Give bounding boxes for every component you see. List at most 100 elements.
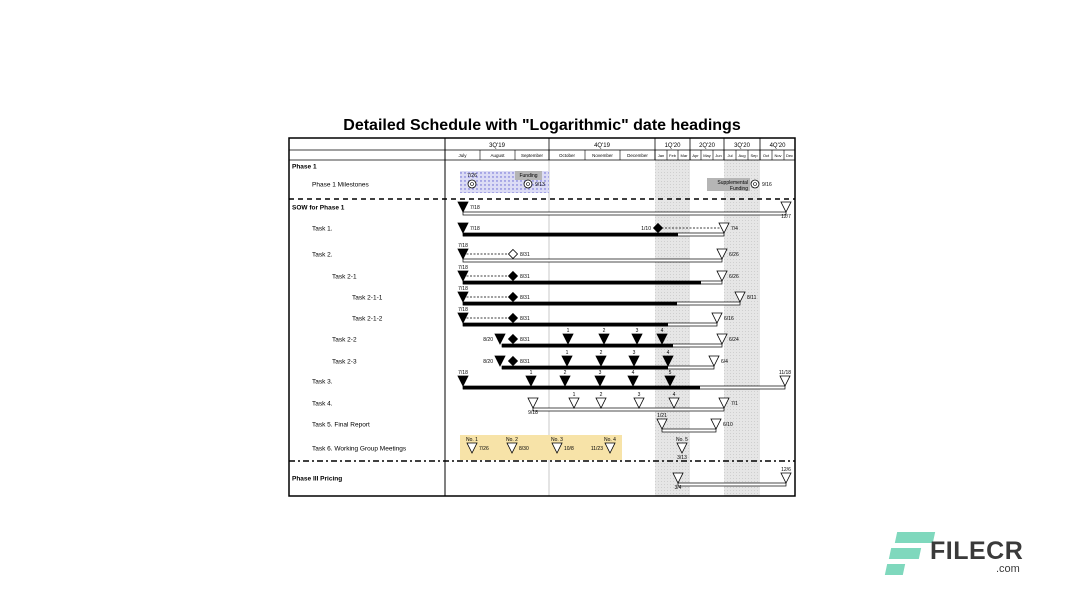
milestone-date-label: 1 <box>567 328 570 334</box>
filled-triangle-milestone-icon <box>457 248 469 260</box>
meeting-window <box>460 435 622 460</box>
meeting-number-label: No. 1 <box>466 437 478 443</box>
gear-milestone-icon <box>523 179 533 189</box>
month-header: Nov <box>774 153 781 158</box>
open-triangle-milestone-icon <box>668 397 680 409</box>
milestone-date-label: 7/4 <box>731 226 738 232</box>
task-bar <box>462 258 723 263</box>
milestone-date-label: 5 <box>669 370 672 376</box>
open-triangle-milestone-icon <box>780 201 792 213</box>
gear-milestone-icon <box>750 179 760 189</box>
milestone-date-label: 11/18 <box>779 370 791 376</box>
filled-triangle-milestone-icon <box>662 355 674 367</box>
filled-triangle-milestone-icon <box>656 333 668 345</box>
milestone-date-label: 3 <box>599 370 602 376</box>
open-triangle-milestone-icon <box>718 397 730 409</box>
diamond-milestone-icon <box>507 312 519 324</box>
milestone-date-label: 7/18 <box>458 286 468 292</box>
diamond-milestone-icon <box>507 355 519 367</box>
open-triangle-milestone-icon <box>716 248 728 260</box>
row-label: Phase III Pricing <box>292 476 342 483</box>
milestone-date-label: 7/18 <box>470 226 480 232</box>
row-label: Task 3. <box>312 379 333 386</box>
milestone-date-label: 1/10 <box>641 226 651 232</box>
milestone-date-label: 1 <box>566 350 569 356</box>
month-header: Feb <box>669 153 677 158</box>
gear-milestone-icon-core <box>753 182 757 186</box>
milestone-date-label: 4 <box>667 350 670 356</box>
filled-triangle-milestone-icon <box>594 375 606 387</box>
gear-milestone-icon <box>467 179 477 189</box>
filled-triangle-milestone-icon <box>457 291 469 303</box>
milestone-date-label: 3/4 <box>675 485 682 491</box>
filled-triangle-milestone-icon <box>457 312 469 324</box>
filled-triangle-milestone-icon <box>457 222 469 234</box>
month-header: Sep <box>750 153 758 158</box>
month-header: Dec <box>786 153 793 158</box>
open-triangle-milestone-icon <box>551 442 563 454</box>
milestone-date-label: 8/31 <box>520 359 530 365</box>
row-label: Task 4. <box>312 401 333 408</box>
milestone-date-label: 2 <box>600 350 603 356</box>
open-triangle-milestone-icon <box>780 472 792 484</box>
milestone-date-label: 8/31 <box>520 252 530 258</box>
task-bar <box>462 211 787 216</box>
milestone-date-label: 1 <box>530 370 533 376</box>
shaded-quarter-1q20 <box>655 160 690 496</box>
filled-triangle-milestone-icon <box>457 375 469 387</box>
row-label: Phase 1 Milestones <box>312 182 369 189</box>
month-header: July <box>458 153 467 158</box>
row-label: Task 2-1 <box>332 274 357 281</box>
row-label: Phase 1 <box>292 164 317 171</box>
filled-triangle-milestone-icon <box>562 333 574 345</box>
milestone-date-label: 7/26 <box>479 446 489 452</box>
filled-triangle-milestone-icon <box>494 333 506 345</box>
filled-triangle-milestone-icon <box>598 333 610 345</box>
month-header: Oct <box>763 153 770 158</box>
month-header: Jun <box>715 153 721 158</box>
milestone-date-label: 7/18 <box>458 370 468 376</box>
row-label: Task 2-3 <box>332 359 357 366</box>
diamond-milestone-icon <box>652 222 664 234</box>
quarter-header: 4Q'19 <box>594 143 610 149</box>
milestone-date-label: 2 <box>603 328 606 334</box>
meeting-number-label: No. 2 <box>506 437 518 443</box>
open-triangle-milestone-icon <box>466 442 478 454</box>
milestone-date-label: 9/13 <box>535 182 545 188</box>
milestone-date-label: 4 <box>632 370 635 376</box>
filled-triangle-milestone-icon <box>525 375 537 387</box>
open-triangle-milestone-icon <box>568 397 580 409</box>
task-progress-bar <box>463 281 701 285</box>
task-progress-bar <box>463 386 700 390</box>
meeting-number-label: No. 3 <box>551 437 563 443</box>
milestone-date-label: 3/13 <box>677 455 687 461</box>
milestone-date-label: 8/31 <box>520 337 530 343</box>
filecr-logo: FILECR .com <box>884 530 1044 580</box>
chart-frame <box>288 137 796 497</box>
month-header: May <box>703 153 711 158</box>
diamond-milestone-icon <box>507 270 519 282</box>
month-header: Jan <box>658 153 664 158</box>
task-bar <box>677 482 787 487</box>
milestone-date-label: 8/31 <box>520 316 530 322</box>
milestone-date-label: 6/24 <box>729 337 739 343</box>
row-label: Task 1. <box>312 226 333 233</box>
meeting-number-label: No. 5 <box>676 437 688 443</box>
filled-triangle-milestone-icon <box>595 355 607 367</box>
milestone-date-label: 7/18 <box>458 265 468 271</box>
row-label: Task 2. <box>312 252 333 259</box>
diamond-milestone-icon <box>507 291 519 303</box>
filled-triangle-milestone-icon <box>494 355 506 367</box>
callout-box <box>515 171 542 180</box>
filled-triangle-milestone-icon <box>664 375 676 387</box>
milestone-date-label: 8/30 <box>519 446 529 452</box>
task-progress-bar <box>463 233 678 237</box>
milestone-date-label: 7/18 <box>470 205 480 211</box>
logo-stripe <box>884 564 906 575</box>
callout-label: Funding <box>519 173 537 179</box>
milestone-date-label: 9/18 <box>528 410 538 416</box>
open-triangle-milestone-icon <box>708 355 720 367</box>
open-diamond-milestone-icon <box>507 248 519 260</box>
milestone-date-label: 12/7 <box>781 214 791 220</box>
